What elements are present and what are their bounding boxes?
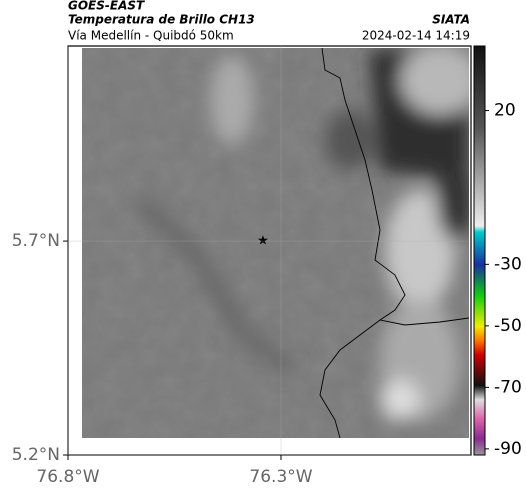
x-tick-label: 76.8°W	[36, 467, 99, 487]
colorbar-label: 20	[494, 101, 516, 121]
y-tick-label: 5.7°N	[12, 231, 60, 251]
x-tick-label: 76.3°W	[249, 467, 312, 487]
satellite-image	[82, 48, 469, 438]
credit: SIATA	[432, 13, 470, 27]
timestamp: 2024-02-14 14:19	[362, 29, 470, 43]
colorbar-label: -90	[494, 439, 522, 459]
y-tick-label: 5.2°N	[12, 445, 60, 465]
colorbar-label: -50	[494, 316, 522, 336]
colorbar-label: -70	[494, 377, 522, 397]
colorbar	[473, 45, 486, 456]
title: Temperatura de Brillo CH13	[68, 13, 255, 27]
colorbar-label: -30	[494, 254, 522, 274]
source: GOES-EAST	[68, 0, 145, 13]
subtitle: Vía Medellín - Quibdó 50km	[68, 29, 234, 43]
